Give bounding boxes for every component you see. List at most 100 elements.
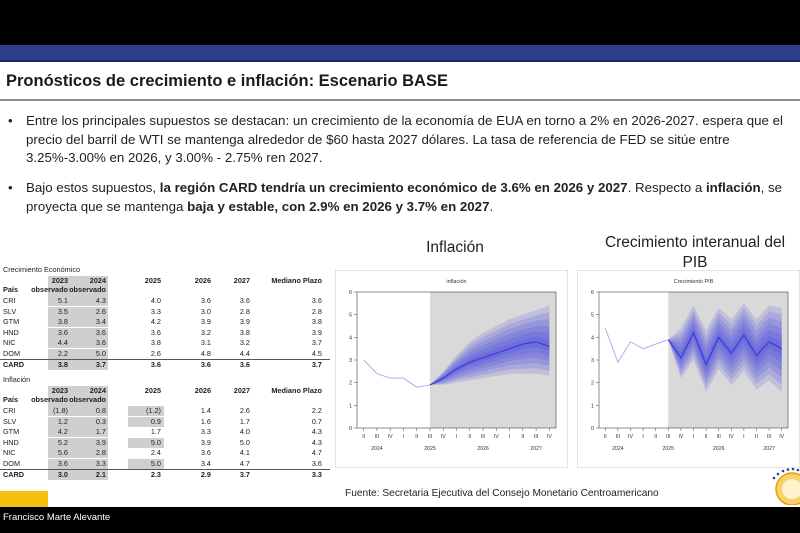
year-label: 2024 <box>612 446 624 452</box>
table-cell: 3.3 <box>200 427 211 437</box>
table-cell: 3.9 <box>239 317 250 327</box>
header-year: 2024 <box>89 386 106 395</box>
table-cell: 3.7 <box>311 359 322 369</box>
fan-band <box>429 336 550 385</box>
fan-band <box>668 323 782 374</box>
bullet-marker: • <box>8 180 13 195</box>
x-tick-label: IV <box>628 434 633 440</box>
x-tick-label: II <box>755 434 758 440</box>
header-year: 2026 <box>194 386 211 395</box>
year-label: 2027 <box>530 446 542 452</box>
table-cell: 3.6 <box>200 448 211 458</box>
highlight-shade <box>128 459 164 469</box>
table-cell: 2.6 <box>95 306 106 316</box>
header-year: 2025 <box>144 386 161 395</box>
x-tick-label: III <box>616 434 620 440</box>
table-cell: 3.0 <box>200 306 211 316</box>
table-cell: 5.0 <box>150 437 161 447</box>
table-cell: 3.6 <box>311 459 322 468</box>
table-header-sub: País observado observado <box>0 395 330 405</box>
table-cell: 2.1 <box>95 469 106 479</box>
y-tick-label: 1 <box>591 403 594 409</box>
median-line <box>429 341 550 386</box>
table-cell: 3.6 <box>57 327 68 337</box>
title-divider <box>0 99 800 101</box>
fan-band <box>668 313 782 383</box>
table-cell: 3.6 <box>95 327 106 337</box>
table-cell: 5.0 <box>95 349 106 358</box>
bullet-bold-text: baja y estable, con 2.9% en 2026 y 3.7% … <box>187 198 490 214</box>
table-cell: 3.6 <box>200 359 211 369</box>
table-cell: 3.1 <box>200 338 211 348</box>
country-code: GTM <box>3 427 20 437</box>
table-cell: 3.8 <box>57 359 68 369</box>
x-tick-label: II <box>362 434 365 440</box>
country-code: SLV <box>3 306 17 316</box>
table-cell: 2.2 <box>311 406 322 415</box>
observed-shade <box>48 448 108 459</box>
chart-title: inflación <box>446 279 466 285</box>
country-code: GTM <box>3 317 20 327</box>
bullet-bold-text: la región CARD tendría un crecimiento ec… <box>159 180 628 195</box>
table-row: DOM 3.6 3.3 5.0 3.4 4.7 3.6 <box>0 459 330 469</box>
country-code: NIC <box>3 338 16 348</box>
table-cell: (1.2) <box>145 406 161 415</box>
x-tick-label: III <box>481 434 485 440</box>
country-code: DOM <box>3 459 21 468</box>
x-tick-label: I <box>693 434 694 440</box>
gdp-heading-line1: Crecimiento interanual del <box>604 234 786 251</box>
table-row: CARD 3.0 2.1 2.3 2.9 3.7 3.3 <box>0 470 330 480</box>
source-note: Fuente: Secretaria Ejecutiva del Consejo… <box>345 488 659 499</box>
bullet-assumptions-text: Entre los principales supuestos se desta… <box>26 113 783 165</box>
year-label: 2026 <box>477 446 489 452</box>
table-cell: 3.3 <box>150 306 161 316</box>
table-cell: 2.8 <box>239 306 250 316</box>
observed-shade <box>48 406 108 416</box>
observed-shade <box>48 459 108 469</box>
slide-header-bar <box>0 45 800 62</box>
median-line <box>667 331 782 367</box>
table-cell: 3.8 <box>57 317 68 327</box>
table-cell: 3.2 <box>239 338 250 348</box>
top-black-bar <box>0 0 800 45</box>
table-row: NIC 5.6 2.8 2.4 3.6 4.1 4.7 <box>0 448 330 458</box>
table-cell: 2.2 <box>57 349 68 358</box>
table-header-years: 2023 2024 2025 2026 2027 Mediano Plazo <box>0 276 330 286</box>
table-cell: 5.2 <box>57 437 68 447</box>
table-cell: 3.6 <box>150 359 161 369</box>
fan-band <box>668 303 782 392</box>
highlight-shade <box>128 437 164 448</box>
x-tick-label: IV <box>547 434 552 440</box>
table-cell: 2.4 <box>150 448 161 458</box>
y-tick-label: 6 <box>349 290 352 296</box>
y-tick-label: 0 <box>591 426 594 432</box>
table-cell: 4.3 <box>311 437 322 447</box>
table-cell: 3.9 <box>311 327 322 337</box>
header-year: 2026 <box>194 276 211 285</box>
country-code: NIC <box>3 448 16 458</box>
table-cell: 3.7 <box>311 338 322 348</box>
y-tick-label: 3 <box>591 358 594 364</box>
table-header-sub: País observado observado <box>0 285 330 295</box>
observed-shade <box>48 338 108 349</box>
table-cell: 4.7 <box>239 459 250 468</box>
table-caption: Inflación <box>3 375 31 384</box>
table-cell: 4.3 <box>95 296 106 305</box>
header-year: 2027 <box>233 276 250 285</box>
x-tick-label: I <box>642 434 643 440</box>
x-tick-label: III <box>666 434 670 440</box>
table-cell: 0.9 <box>150 416 161 426</box>
x-tick-label: III <box>375 434 379 440</box>
table-cell: 3.7 <box>95 359 106 369</box>
table-cell: 3.6 <box>95 338 106 348</box>
x-tick-label: I <box>509 434 510 440</box>
table-row: SLV 1.2 0.3 0.9 1.6 1.7 0.7 <box>0 417 330 427</box>
bullet-marker: • <box>8 113 13 128</box>
highlight-shade <box>128 406 164 416</box>
x-tick-label: IV <box>494 434 499 440</box>
table-cell: 4.3 <box>311 427 322 437</box>
table-cell: 1.7 <box>239 416 250 426</box>
table-cell: 4.8 <box>200 349 211 358</box>
observed-shade <box>48 437 108 448</box>
